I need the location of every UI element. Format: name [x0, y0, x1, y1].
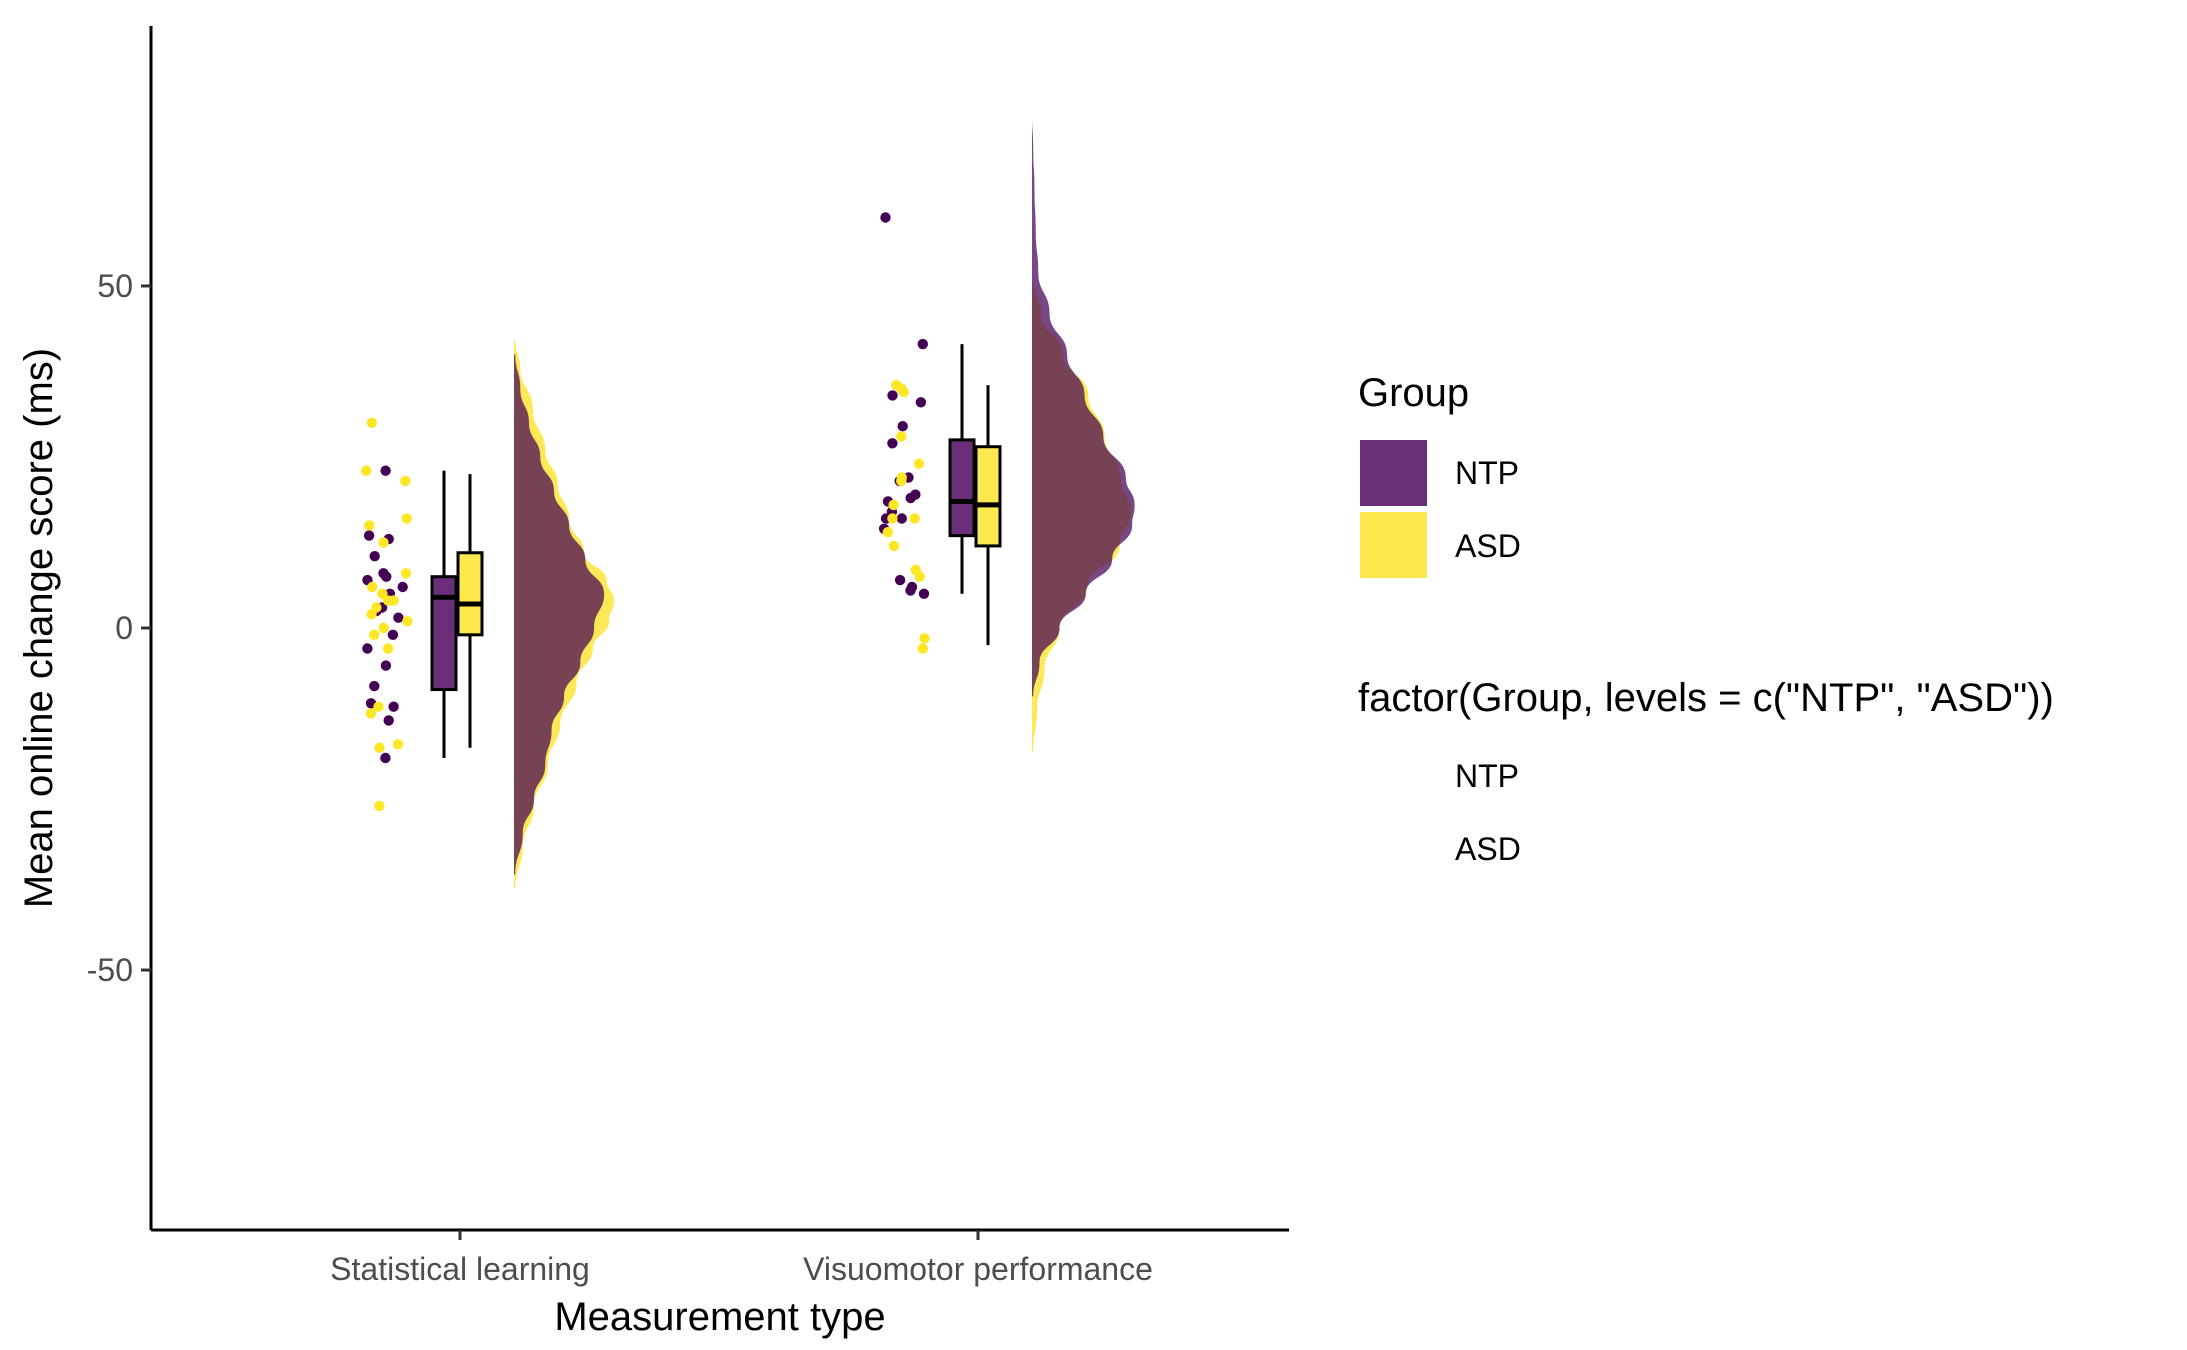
x-tick-label: Statistical learning — [330, 1251, 590, 1287]
point-asd-visuomotor-performance — [913, 458, 925, 469]
point-ntp-visuomotor-performance — [918, 588, 930, 599]
point-asd-visuomotor-performance — [896, 475, 907, 487]
point-ntp-visuomotor-performance — [896, 513, 907, 524]
y-tick-label: -50 — [87, 952, 133, 988]
point-asd-statistical-learning — [366, 417, 377, 428]
point-ntp-visuomotor-performance — [887, 390, 898, 401]
point-asd-visuomotor-performance — [898, 386, 909, 398]
point-ntp-statistical-learning — [369, 551, 380, 562]
point-ntp-statistical-learning — [363, 530, 375, 541]
point-layer — [361, 212, 930, 812]
box-body — [948, 438, 976, 538]
point-asd-statistical-learning — [364, 520, 375, 531]
point-ntp-statistical-learning — [380, 752, 391, 764]
point-ntp-statistical-learning — [380, 465, 391, 476]
boxplot-ntp-statistical-learning — [430, 470, 458, 758]
legend-label-ntp: NTP — [1455, 455, 1519, 491]
point-asd-statistical-learning — [366, 609, 377, 620]
y-tick-label: 0 — [115, 610, 133, 646]
legend-group-title: Group — [1358, 371, 1469, 415]
point-ntp-statistical-learning — [388, 701, 399, 712]
point-asd-statistical-learning — [400, 475, 411, 487]
legend-group: Group NTP ASD — [1358, 371, 1521, 578]
point-ntp-visuomotor-performance — [905, 492, 916, 504]
legend-factor-label-ntp: NTP — [1455, 758, 1519, 794]
point-asd-visuomotor-performance — [896, 431, 907, 442]
point-ntp-statistical-learning — [381, 571, 392, 582]
point-asd-statistical-learning — [382, 643, 394, 654]
point-ntp-visuomotor-performance — [897, 421, 908, 432]
point-asd-visuomotor-performance — [909, 513, 920, 524]
density-ntp-statistical-learning — [514, 354, 605, 875]
y-ticks: -50 0 50 — [87, 268, 151, 988]
legend-key-asd — [1360, 512, 1427, 578]
box-body — [430, 575, 458, 692]
x-axis-title: Measurement type — [554, 1295, 885, 1339]
point-asd-statistical-learning — [367, 581, 378, 593]
density-ntp-visuomotor-performance — [1032, 114, 1135, 697]
point-asd-visuomotor-performance — [888, 499, 899, 511]
point-ntp-statistical-learning — [383, 715, 394, 726]
point-asd-visuomotor-performance — [882, 527, 893, 538]
point-asd-statistical-learning — [401, 513, 412, 524]
point-asd-statistical-learning — [365, 708, 376, 719]
point-asd-statistical-learning — [377, 588, 388, 599]
box-body — [974, 445, 1002, 548]
point-ntp-visuomotor-performance — [917, 338, 928, 350]
point-asd-statistical-learning — [392, 739, 404, 750]
point-asd-statistical-learning — [374, 800, 385, 812]
legend-factor: factor(Group, levels = c("NTP", "ASD")) … — [1358, 676, 2054, 867]
legend-key-ntp — [1360, 440, 1427, 506]
point-ntp-statistical-learning — [397, 581, 408, 593]
point-ntp-visuomotor-performance — [905, 585, 916, 596]
point-asd-visuomotor-performance — [888, 540, 900, 552]
point-ntp-visuomotor-performance — [915, 397, 927, 408]
boxplot-ntp-visuomotor-performance — [948, 344, 976, 594]
density-layer — [514, 114, 1135, 888]
legend-factor-label-asd: ASD — [1455, 831, 1521, 867]
box-body — [456, 551, 484, 637]
x-tick-label: Visuomotor performance — [803, 1251, 1153, 1287]
point-asd-statistical-learning — [374, 742, 385, 753]
point-asd-statistical-learning — [378, 622, 389, 634]
point-ntp-visuomotor-performance — [894, 574, 906, 586]
point-ntp-visuomotor-performance — [887, 438, 898, 449]
point-asd-statistical-learning — [402, 616, 413, 627]
point-asd-statistical-learning — [400, 568, 412, 579]
point-ntp-visuomotor-performance — [880, 212, 891, 223]
point-asd-visuomotor-performance — [887, 513, 898, 524]
point-ntp-statistical-learning — [387, 629, 399, 640]
x-ticks: Statistical learning Visuomotor performan… — [330, 1230, 1153, 1287]
point-asd-statistical-learning — [373, 701, 384, 712]
point-ntp-statistical-learning — [393, 612, 404, 623]
point-asd-visuomotor-performance — [917, 643, 928, 654]
point-asd-visuomotor-performance — [919, 633, 930, 644]
point-asd-statistical-learning — [388, 595, 399, 606]
y-tick-label: 50 — [97, 268, 133, 304]
point-asd-visuomotor-performance — [914, 571, 925, 582]
boxplot-layer — [430, 344, 1002, 758]
boxplot-asd-statistical-learning — [456, 474, 484, 748]
y-axis-title: Mean online change score (ms) — [17, 348, 61, 908]
legend-factor-title: factor(Group, levels = c("NTP", "ASD")) — [1358, 676, 2054, 720]
point-ntp-statistical-learning — [369, 680, 380, 692]
point-asd-statistical-learning — [369, 629, 380, 640]
point-ntp-statistical-learning — [362, 643, 373, 654]
point-asd-statistical-learning — [361, 465, 372, 476]
point-ntp-statistical-learning — [380, 660, 392, 671]
point-asd-statistical-learning — [378, 537, 389, 548]
boxplot-asd-visuomotor-performance — [974, 385, 1002, 646]
legend-label-asd: ASD — [1455, 528, 1521, 564]
